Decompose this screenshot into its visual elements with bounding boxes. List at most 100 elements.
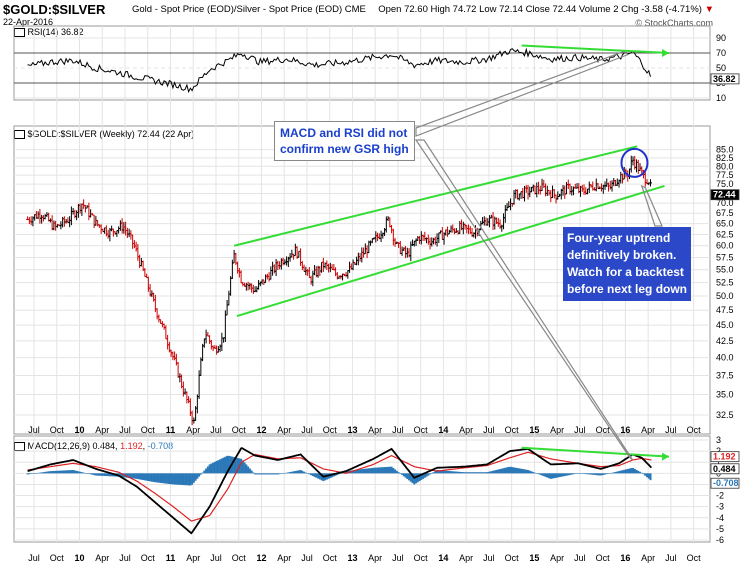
macd-histogram-bar — [199, 473, 202, 475]
callout-to-macd — [414, 139, 634, 461]
price-bar-up — [43, 214, 47, 220]
macd-histogram-bar — [402, 473, 405, 477]
price-bar-down — [330, 264, 334, 270]
price-bar-down — [87, 202, 91, 221]
price-bar-down — [433, 236, 437, 245]
macd-histogram-bar — [28, 473, 31, 475]
macd-histogram-bar — [317, 473, 320, 479]
price-bar-up — [519, 191, 523, 199]
price-bar-down — [307, 267, 311, 279]
macd-histogram-bar — [425, 473, 428, 477]
macd-histogram-bar — [539, 473, 542, 475]
macd-histogram-bar — [504, 467, 507, 474]
macd-histogram-bar — [429, 473, 432, 475]
macd-histogram-bar — [184, 473, 187, 486]
macd-histogram-bar — [632, 467, 635, 474]
macd-histogram-bar — [605, 473, 608, 475]
macd-histogram-bar — [243, 462, 246, 474]
macd-histogram-bar — [381, 467, 384, 474]
macd-histogram-bar — [178, 473, 181, 485]
price-bar-up — [594, 178, 598, 192]
x-tick-label: Jul — [210, 553, 222, 563]
price-bar-up — [52, 220, 56, 231]
price-panel — [26, 145, 665, 426]
macd-tick-label: -2 — [716, 491, 724, 501]
macd-histogram-bar — [301, 470, 304, 474]
macd-histogram-bar — [68, 470, 71, 474]
macd-histogram-bar — [600, 473, 603, 476]
macd-histogram-bar — [646, 473, 649, 478]
macd-histogram-bar — [308, 473, 311, 475]
macd-histogram-bar — [642, 473, 645, 475]
price-bar-down — [153, 294, 157, 313]
price-bar-up — [139, 257, 143, 267]
macd-histogram-bar — [187, 473, 190, 486]
macd-histogram-bar — [33, 473, 36, 474]
macd-histogram-bar — [451, 471, 454, 474]
price-bar-up — [69, 206, 73, 226]
macd-histogram-bar — [380, 467, 383, 474]
macd-histogram-bar — [569, 473, 572, 475]
callout-lines — [414, 50, 663, 461]
macd-panel — [26, 446, 670, 535]
macd-histogram-bar — [94, 473, 97, 476]
rsi-panel — [27, 44, 670, 94]
macd-histogram-bar — [432, 472, 435, 474]
x-tick-label: Jul — [483, 425, 495, 435]
macd-histogram-bar — [558, 473, 561, 478]
macd-histogram-bar — [66, 470, 69, 474]
price-bar-up — [612, 177, 616, 187]
rsi-tick-label: 90 — [716, 33, 726, 43]
macd-histogram-bar — [145, 473, 148, 481]
macd-histogram-bar — [44, 471, 47, 474]
macd-tick-label: -4 — [716, 513, 724, 523]
macd-histogram-bar — [371, 467, 374, 474]
macd-histogram-bar — [75, 470, 78, 474]
price-bar-down — [120, 218, 124, 234]
annotation-line: definitively broken. — [567, 248, 677, 262]
x-tick-label: Apr — [641, 425, 655, 435]
rsi-tick-label: 10 — [716, 93, 726, 103]
macd-histogram-bar — [191, 473, 194, 485]
price-bar-up — [227, 290, 231, 306]
price-bar-down — [50, 215, 54, 231]
price-bar-down — [166, 334, 170, 350]
x-tick-label: Jul — [28, 425, 40, 435]
macd-histogram-bar — [581, 473, 584, 474]
macd-histogram-bar — [79, 471, 82, 474]
price-bar-up — [384, 216, 388, 233]
price-bar-down — [82, 199, 86, 209]
price-bar-up — [257, 279, 261, 290]
macd-histogram-bar — [345, 471, 348, 474]
macd-histogram-bar — [388, 466, 391, 474]
price-bar-up — [248, 282, 252, 290]
macd-histogram-bar — [38, 472, 41, 474]
price-bar-down — [267, 272, 271, 282]
macd-histogram-bar — [437, 470, 440, 474]
price-bar-down — [344, 271, 348, 278]
macd-histogram-bar — [530, 471, 533, 474]
macd-histogram-bar — [93, 473, 96, 476]
callout-to-trend — [640, 184, 663, 227]
macd-histogram-bar — [177, 473, 180, 485]
price-bar-up — [229, 276, 233, 296]
macd-histogram-bar — [576, 473, 579, 474]
macd-histogram-bar — [355, 469, 358, 474]
price-bar-up — [405, 247, 409, 258]
macd-histogram-bar — [203, 470, 206, 474]
price-bar-down — [549, 189, 553, 203]
macd-histogram-bar — [551, 473, 554, 479]
price-bar-up — [512, 189, 516, 205]
macd-histogram-bar — [84, 472, 87, 474]
price-tick-label: 42.5 — [716, 336, 734, 346]
macd-hist-tag-box — [710, 477, 740, 489]
macd-histogram-bar — [208, 464, 211, 474]
macd-histogram-bar — [493, 470, 496, 474]
macd-histogram-bar — [86, 473, 89, 474]
x-tick-label: 14 — [438, 425, 448, 435]
macd-histogram-bar — [481, 472, 484, 474]
macd-histogram-bar — [623, 469, 626, 474]
x-tick-label: Oct — [232, 553, 247, 563]
macd-histogram-bar — [142, 473, 145, 481]
price-bar-down — [251, 284, 255, 294]
